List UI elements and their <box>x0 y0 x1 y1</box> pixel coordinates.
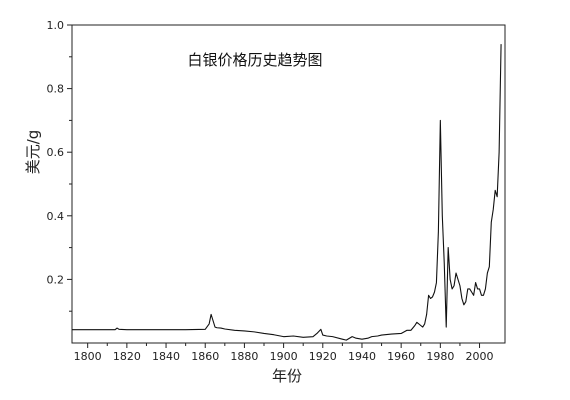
y-tick-label: 0.4 <box>47 210 65 223</box>
x-tick-label: 1980 <box>426 350 454 363</box>
price-series-line <box>72 44 502 341</box>
x-tick-label: 1960 <box>387 350 415 363</box>
x-tick-label: 1880 <box>230 350 258 363</box>
y-tick-label: 1.0 <box>47 19 65 32</box>
x-tick-label: 1840 <box>152 350 180 363</box>
y-tick-label: 0.2 <box>47 273 65 286</box>
y-tick-label: 0.6 <box>47 146 65 159</box>
x-tick-label: 1940 <box>348 350 376 363</box>
x-tick-label: 1860 <box>191 350 219 363</box>
x-tick-label: 1920 <box>309 350 337 363</box>
y-tick-label: 0.8 <box>47 83 65 96</box>
x-tick-label: 2000 <box>466 350 494 363</box>
x-tick-label: 1800 <box>74 350 102 363</box>
chart-title: 白银价格历史趋势图 <box>187 51 322 69</box>
x-tick-label: 1900 <box>270 350 298 363</box>
x-axis-title: 年份 <box>272 367 302 385</box>
y-axis-title: 美元/g <box>24 130 42 175</box>
x-tick-label: 1820 <box>113 350 141 363</box>
plot-frame <box>71 24 506 344</box>
